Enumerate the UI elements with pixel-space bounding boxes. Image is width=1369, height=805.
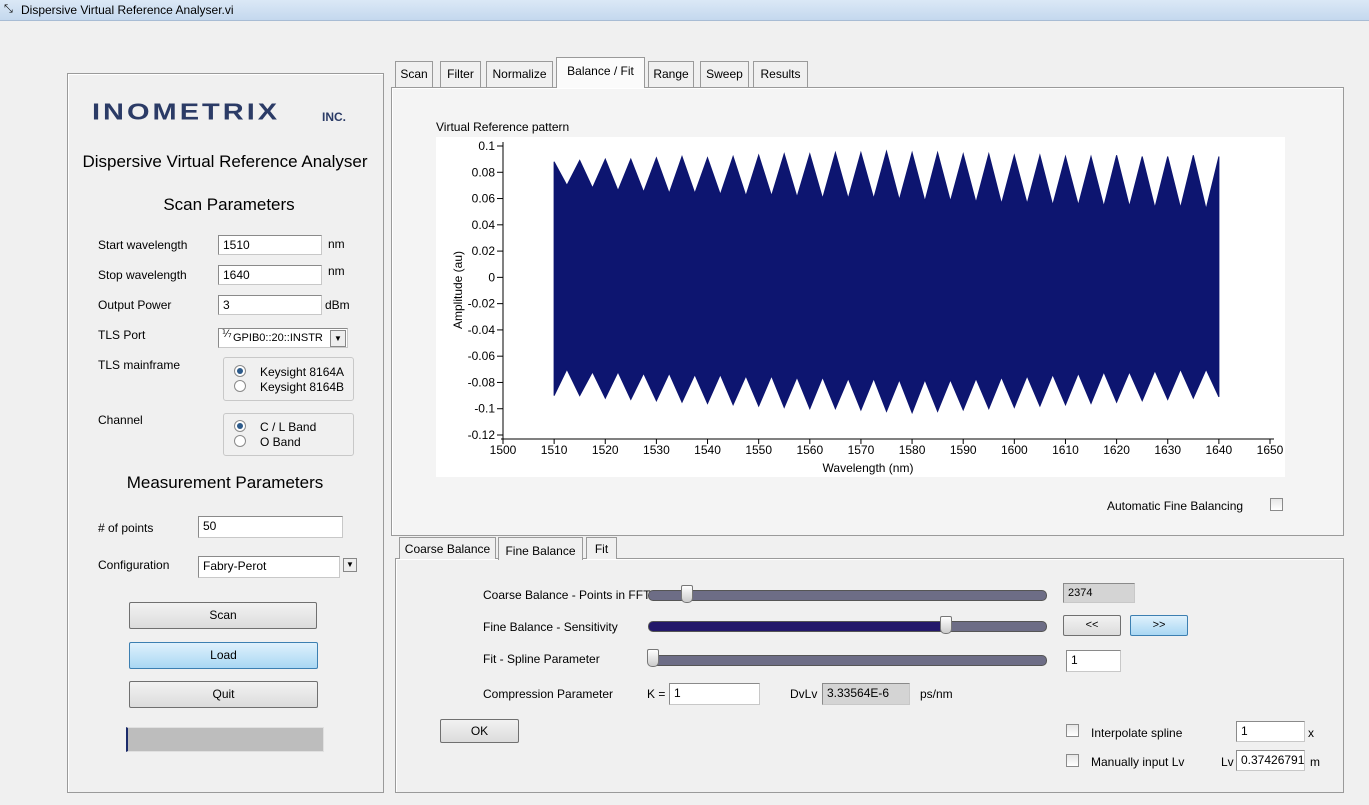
slider-thumb[interactable] [940, 616, 952, 634]
control-label: Compression Parameter [483, 687, 614, 701]
field-label: Output Power [98, 298, 172, 312]
auto-balance-label: Automatic Fine Balancing [1107, 499, 1244, 513]
coarse-value: 2374 [1063, 583, 1135, 603]
radio-label: Keysight 8164B [260, 380, 345, 394]
slider-track[interactable] [648, 590, 1047, 601]
radio[interactable] [234, 420, 246, 432]
title-bar [0, 0, 1369, 21]
logo-suffix: INC. [322, 110, 346, 124]
left-panel [67, 73, 384, 793]
radio-label: C / L Band [260, 420, 317, 434]
config-select[interactable]: Fabry-Perot [198, 556, 340, 578]
slider-thumb[interactable] [647, 649, 659, 667]
control-label: Manually input Lv [1091, 755, 1185, 769]
slider-track[interactable] [648, 621, 1047, 632]
auto-balance-checkbox[interactable] [1270, 498, 1283, 511]
slider-track[interactable] [648, 655, 1047, 666]
tab-active[interactable]: Balance / Fit [556, 57, 645, 88]
app-icon: ⤡ [4, 3, 13, 15]
power-input[interactable]: 3 [218, 295, 322, 315]
dropdown-arrow[interactable]: ▼ [330, 330, 346, 347]
slider-thumb[interactable] [681, 585, 693, 603]
tab-panel [391, 87, 1344, 536]
radio-group [223, 413, 354, 456]
dvlv-value: 3.33564E-6 [822, 683, 910, 705]
unit: nm [328, 237, 345, 251]
radio-label: Keysight 8164A [260, 365, 345, 379]
field-label: TLS Port [98, 328, 146, 342]
measurement-heading: Measurement Parameters [126, 473, 324, 492]
app-title: Dispersive Virtual Reference Analyser [82, 152, 368, 171]
port-icon: ⅐ [222, 329, 232, 340]
control-label: Coarse Balance - Points in FFT [483, 588, 651, 602]
radio-group [223, 357, 354, 401]
tab[interactable]: Sweep [700, 61, 749, 87]
field-label: TLS mainframe [98, 358, 181, 372]
unit: m [1310, 755, 1320, 769]
points-input[interactable]: 50 [198, 516, 343, 538]
load-button[interactable]: Load [129, 642, 318, 669]
window-title: Dispersive Virtual Reference Analyser.vi [21, 3, 234, 17]
sub-tab[interactable]: Coarse Balance [399, 537, 496, 559]
unit: nm [328, 264, 345, 278]
scan-button[interactable]: Scan [129, 602, 317, 629]
scan-heading: Scan Parameters [163, 195, 295, 214]
tab[interactable]: Results [753, 61, 808, 87]
tab[interactable]: Filter [440, 61, 481, 87]
field-label: Start wavelength [98, 238, 188, 252]
interpolate-checkbox[interactable] [1066, 724, 1079, 737]
unit: x [1308, 726, 1314, 740]
tab[interactable]: Normalize [486, 61, 553, 87]
field-label: Stop wavelength [98, 268, 187, 282]
start-input[interactable]: 1510 [218, 235, 322, 255]
control-label: Interpolate spline [1091, 726, 1183, 740]
tab[interactable]: Range [648, 61, 694, 87]
unit: ps/nm [920, 687, 953, 701]
lv-input[interactable]: 0.374267912 [1236, 750, 1305, 771]
radio-label: O Band [260, 435, 301, 449]
lv-label: Lv [1221, 755, 1234, 769]
prev-button[interactable]: << [1063, 615, 1121, 636]
k-input[interactable]: 1 [669, 683, 760, 705]
progress-bar [126, 727, 324, 752]
control-label: Fit - Spline Parameter [483, 652, 600, 666]
field-label: # of points [98, 521, 154, 535]
field-label: Configuration [98, 558, 170, 572]
radio[interactable] [234, 435, 246, 447]
radio[interactable] [234, 365, 246, 377]
logo: INOMETRIX [92, 99, 281, 125]
sub-tab-active[interactable]: Fine Balance [498, 537, 583, 560]
manual-lv-checkbox[interactable] [1066, 754, 1079, 767]
ok-button[interactable]: OK [440, 719, 519, 743]
k-label: K = [647, 687, 666, 701]
radio[interactable] [234, 380, 246, 392]
unit: dBm [325, 298, 350, 312]
stop-input[interactable]: 1640 [218, 265, 322, 285]
port-combo[interactable]: GPIB0::20::INSTR [218, 328, 348, 348]
sub-tab[interactable]: Fit [586, 537, 617, 559]
spline-input[interactable]: 1 [1066, 650, 1121, 672]
quit-button[interactable]: Quit [129, 681, 318, 708]
field-label: Channel [98, 413, 143, 427]
tab[interactable]: Scan [395, 61, 433, 87]
interpolate-input[interactable]: 1 [1236, 721, 1305, 742]
dvlv-label: DvLv [790, 687, 818, 701]
control-label: Fine Balance - Sensitivity [483, 620, 618, 634]
next-button[interactable]: >> [1130, 615, 1188, 636]
dropdown-arrow[interactable]: ▼ [343, 558, 357, 572]
